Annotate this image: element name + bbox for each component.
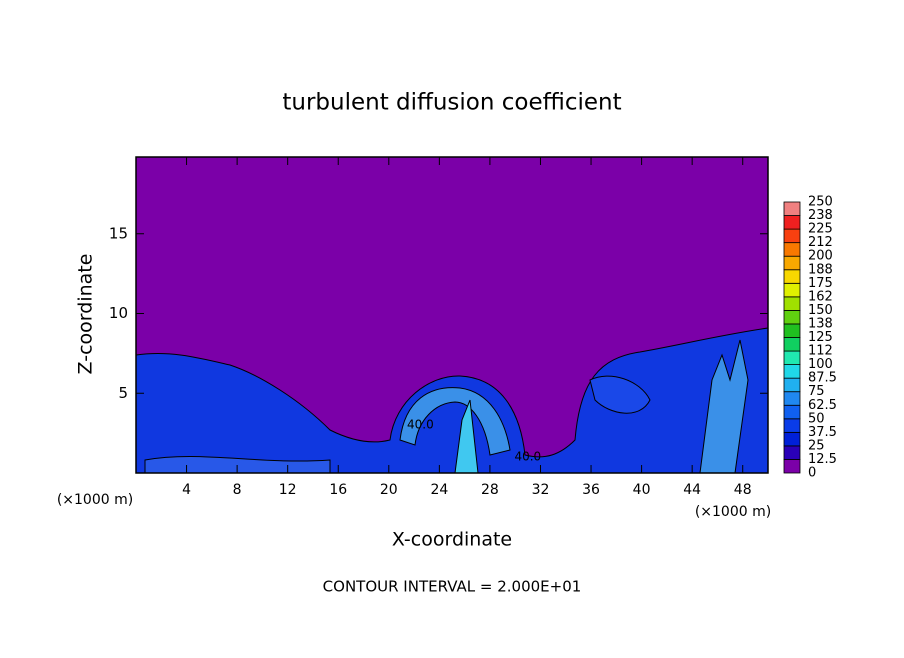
colorbar-cell <box>783 201 801 216</box>
colorbar-cell <box>783 391 801 406</box>
x-tick-label: 28 <box>481 482 499 498</box>
colorbar-cell <box>783 282 801 298</box>
colorbar-label: 238 <box>808 208 833 223</box>
colorbar-label: 75 <box>808 384 825 399</box>
field <box>136 157 768 473</box>
x-tick-label: 48 <box>734 482 752 498</box>
x-tick-label: 12 <box>279 482 297 498</box>
colorbar-label: 212 <box>808 235 833 250</box>
colorbar-label: 100 <box>808 357 833 372</box>
colorbar-label: 250 <box>808 195 833 210</box>
field-region <box>454 399 479 473</box>
x-tick-label: 40 <box>633 482 651 498</box>
plot-frame <box>135 156 769 474</box>
field-region <box>399 387 511 456</box>
colorbar-cell <box>783 377 801 393</box>
colorbar-cell <box>783 404 801 420</box>
x-unit: (×1000 m) <box>695 504 771 520</box>
y-axis-label: Z-coordinate <box>75 254 97 375</box>
x-tick-label: 16 <box>329 482 347 498</box>
x-tick-label: 32 <box>532 482 550 498</box>
x-tick-label: 44 <box>683 482 701 498</box>
colorbar-label: 150 <box>808 303 833 318</box>
x-tick-label: 8 <box>233 482 242 498</box>
colorbar-label: 225 <box>808 222 833 237</box>
colorbar-cell <box>783 269 801 284</box>
colorbar-cell <box>783 364 801 379</box>
contour-label: 40.0 <box>514 450 541 464</box>
x-tick-label: 4 <box>182 482 191 498</box>
colorbar-label: 125 <box>808 330 833 345</box>
colorbar-cell <box>783 255 801 271</box>
field-region <box>699 339 749 473</box>
x-unit: (×1000 m) <box>57 492 133 508</box>
colorbar-cell <box>783 242 801 257</box>
colorbar-cell <box>783 215 801 230</box>
colorbar-label: 200 <box>808 249 833 264</box>
colorbar-cell <box>783 431 801 447</box>
colorbar-cell <box>783 323 801 338</box>
colorbar-label: 62.5 <box>808 398 837 413</box>
x-tick-label: 20 <box>380 482 398 498</box>
colorbar-label: 12.5 <box>808 452 837 467</box>
footer: CONTOUR INTERVAL = 2.000E+01 <box>323 578 582 596</box>
colorbar-cell <box>783 350 801 365</box>
colorbar-cell <box>783 228 801 244</box>
colorbar-cell <box>783 445 801 460</box>
colorbar-cell <box>783 309 801 325</box>
y-tick-label: 15 <box>109 224 128 242</box>
chart-title: turbulent diffusion coefficient <box>282 90 621 116</box>
colorbar-label: 25 <box>808 438 825 453</box>
colorbar-label: 138 <box>808 316 833 331</box>
y-tick-label: 10 <box>109 304 128 322</box>
x-tick-label: 36 <box>582 482 600 498</box>
colorbar-label: 188 <box>808 262 833 277</box>
colorbar-label: 87.5 <box>808 371 837 386</box>
contour-label: 40.0 <box>407 418 434 432</box>
colorbar-label: 175 <box>808 276 833 291</box>
colorbar-label: 162 <box>808 289 833 304</box>
colorbar-cell <box>783 337 801 352</box>
y-tick-label: 5 <box>118 384 128 402</box>
x-tick-label: 24 <box>430 482 448 498</box>
x-axis-label: X-coordinate <box>392 529 512 551</box>
colorbar-label: 0 <box>808 466 816 481</box>
colorbar-label: 50 <box>808 411 825 426</box>
field-region <box>589 375 651 414</box>
colorbar-cell <box>783 459 801 474</box>
colorbar-cell <box>783 418 801 433</box>
field-region <box>144 456 331 473</box>
colorbar-label: 112 <box>808 344 833 359</box>
colorbar-cell <box>783 296 801 311</box>
colorbar-label: 37.5 <box>808 425 837 440</box>
